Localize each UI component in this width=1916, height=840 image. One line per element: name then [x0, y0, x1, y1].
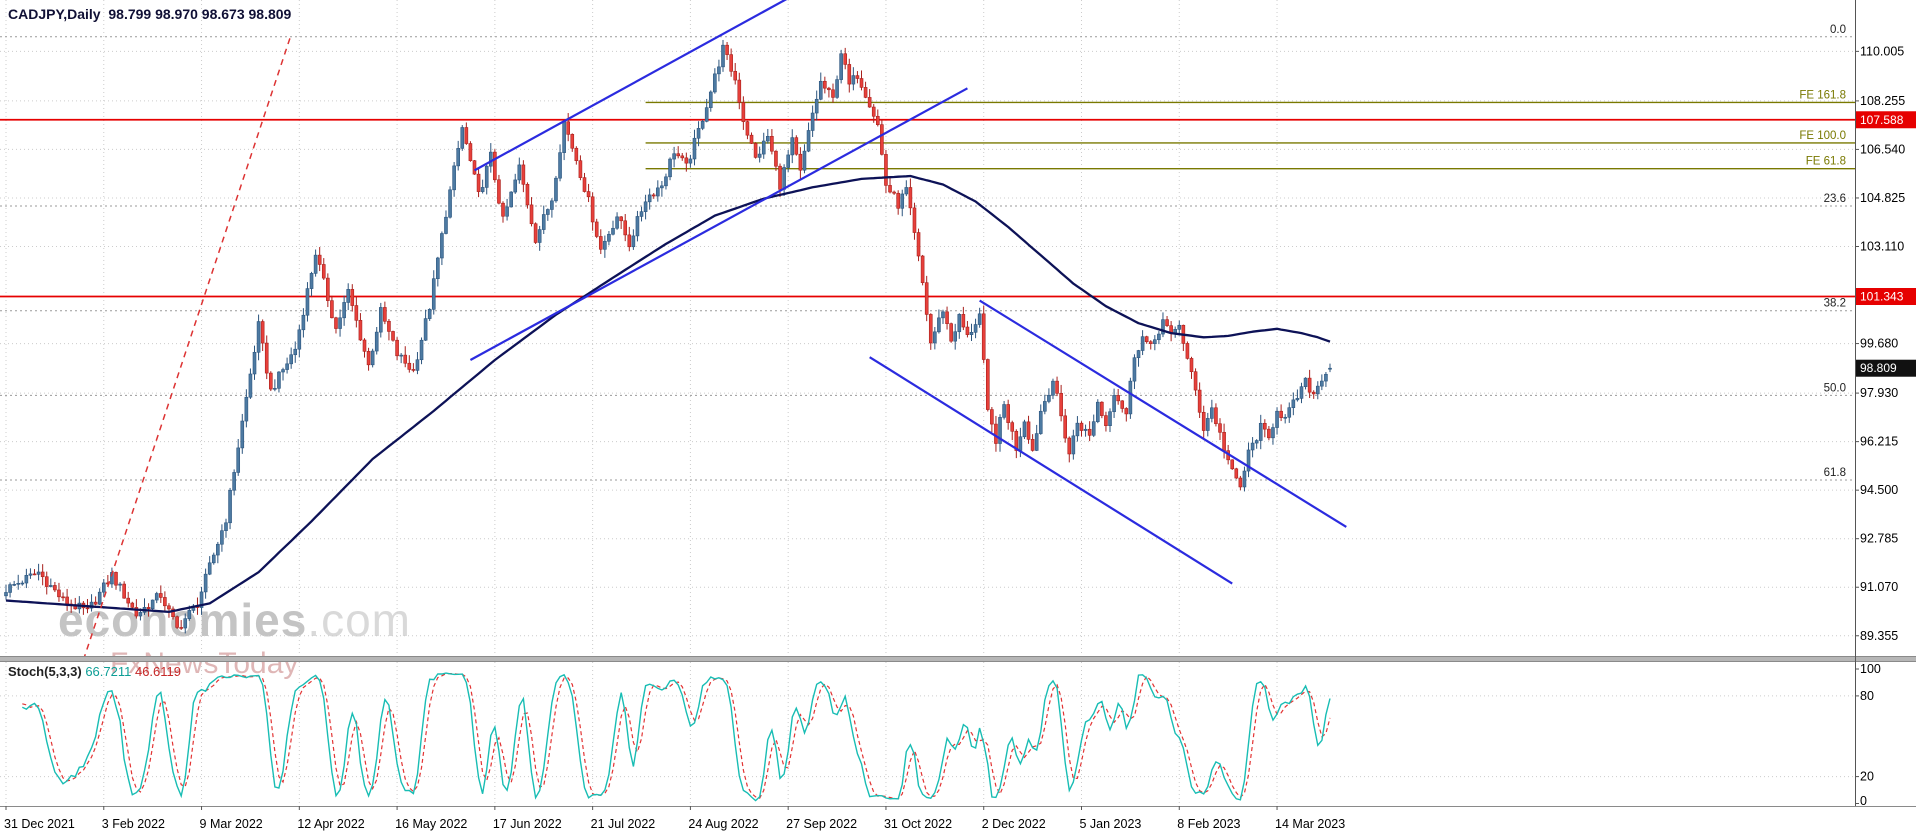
candles-layer	[4, 39, 1332, 634]
indicator-value-k: 66.7211	[85, 664, 132, 679]
current-price-badge	[1856, 359, 1916, 377]
date-label: 2 Dec 2022	[982, 817, 1046, 831]
stoch-main-line[interactable]	[21, 672, 1331, 802]
watermark-subtitle: FxNewsToday	[110, 647, 299, 681]
date-label: 16 May 2022	[395, 817, 467, 831]
date-label: 21 Jul 2022	[591, 817, 656, 831]
stochastic-pane: 100 80 20 0	[0, 662, 1881, 808]
price-axis-label: 96.215	[1860, 435, 1898, 449]
date-label: 3 Feb 2022	[102, 817, 165, 831]
indicator-value-d: 46.6119	[134, 664, 181, 679]
watermark-logo: economies.com	[58, 596, 411, 644]
trendline-ascending-channel-upper[interactable]	[473, 0, 804, 172]
moving-average-line[interactable]	[5, 174, 1331, 614]
horizontal-level-lines[interactable]	[0, 118, 1855, 298]
price-axis-label: 103.110	[1860, 239, 1904, 253]
stoch-axis-label: 20	[1860, 770, 1874, 784]
fib-expansion-label: FE 61.8	[1806, 156, 1846, 168]
price-axis-label: 106.540	[1860, 142, 1905, 156]
stoch-axis-label: 100	[1860, 662, 1881, 676]
date-label: 17 Jun 2022	[493, 817, 562, 831]
fib-level-label: 23.6	[1824, 193, 1846, 205]
fib-level-label: 38.2	[1824, 298, 1846, 310]
stoch-axis-label: 0	[1860, 794, 1867, 808]
fib-expansion[interactable]: FE 161.8 FE 100.0 FE 61.8	[645, 89, 1855, 170]
price-level-badge	[1856, 111, 1916, 129]
grid-layer	[0, 0, 1855, 806]
date-label: 31 Oct 2022	[884, 817, 952, 831]
watermark: economies.com FxNewsToday	[58, 596, 411, 680]
fib-level-label: 50.0	[1824, 382, 1846, 394]
current-price-badge-text: 98.809	[1860, 361, 1897, 375]
price-level-badge	[1856, 288, 1916, 306]
price-axis-label: 92.785	[1860, 532, 1898, 546]
price-axis-label: 108.255	[1860, 94, 1905, 108]
price-axis-label: 91.070	[1860, 580, 1898, 594]
date-label: 5 Jan 2023	[1079, 817, 1141, 831]
symbol-ohlc-label: CADJPY,Daily 98.799 98.970 98.673 98.809	[8, 6, 292, 22]
price-axis-label: 110.005	[1860, 44, 1904, 58]
indicator-name: Stoch(5,3,3)	[8, 664, 82, 679]
fib-level-label: 61.8	[1824, 467, 1846, 479]
price-axis[interactable]: 110.005 108.255 106.540 104.825 103.110 99.68…	[1855, 44, 1916, 643]
price-axis-label: 94.500	[1860, 483, 1898, 497]
pane-separator[interactable]	[0, 656, 1916, 662]
fib-level-label: 0.0	[1830, 24, 1846, 36]
date-label: 9 Mar 2022	[200, 817, 263, 831]
date-label: 27 Sep 2022	[786, 817, 857, 831]
price-level-badge-text: 101.343	[1860, 290, 1904, 304]
price-axis-label: 104.825	[1860, 191, 1905, 205]
date-label: 12 Apr 2022	[297, 817, 364, 831]
price-axis-label: 99.680	[1860, 337, 1898, 351]
trendline-descending-channel-lower[interactable]	[869, 356, 1233, 585]
fib-expansion-label: FE 100.0	[1799, 130, 1846, 142]
price-axis-label: 97.930	[1860, 386, 1898, 400]
stoch-axis-label: 80	[1860, 689, 1874, 703]
date-label: 31 Dec 2021	[4, 817, 75, 831]
time-axis[interactable]: 31 Dec 2021 3 Feb 2022 9 Mar 2022 12 Apr 20…	[4, 806, 1345, 831]
price-axis-label: 89.355	[1860, 629, 1898, 643]
date-label: 24 Aug 2022	[688, 817, 758, 831]
trendline-ascending-channel-lower[interactable]	[469, 87, 968, 361]
date-label: 14 Mar 2023	[1275, 817, 1345, 831]
fib-retracement[interactable]: 0.0 23.6 38.2 50.0 61.8	[0, 24, 1855, 481]
stoch-signal-line[interactable]	[22, 673, 1331, 800]
date-label: 8 Feb 2023	[1177, 817, 1240, 831]
indicator-label: Stoch(5,3,3) 66.7211 46.6119	[8, 664, 181, 679]
fib-expansion-label: FE 161.8	[1799, 89, 1846, 101]
trendline-descending-channel-upper[interactable]	[979, 299, 1347, 528]
price-level-badge-text: 107.588	[1860, 113, 1904, 127]
